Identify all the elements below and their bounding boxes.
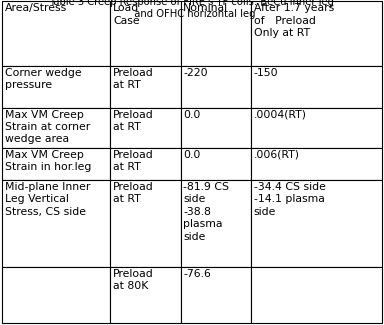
Text: -150: -150 [253,68,278,78]
Text: 0.0: 0.0 [183,110,201,120]
Text: -220: -220 [183,68,208,78]
Bar [251,66,382,108]
Text: -34.4 CS side
-14.1 plasma
side: -34.4 CS side -14.1 plasma side [253,182,326,217]
Bar [110,1,180,66]
Text: Corner wedge
pressure: Corner wedge pressure [5,68,81,90]
Text: Preload
at RT: Preload at RT [113,68,154,90]
Bar [251,108,382,148]
Text: Max VM Creep
Strain in hor.leg: Max VM Creep Strain in hor.leg [5,150,91,172]
Text: Preload
at RT: Preload at RT [113,182,154,204]
Bar [251,267,382,323]
Bar [110,66,180,108]
Text: Preload
at RT: Preload at RT [113,110,154,132]
Bar [2,148,110,180]
Bar [2,267,110,323]
Text: Area/Stress: Area/Stress [5,3,67,13]
Text: Mid-plane Inner
Leg Vertical
Stress, CS side: Mid-plane Inner Leg Vertical Stress, CS … [5,182,90,217]
Bar [110,108,180,148]
Text: 0.0: 0.0 [183,150,201,160]
Text: -81.9 CS
side
-38.8
plasma
side: -81.9 CS side -38.8 plasma side [183,182,229,241]
Text: Max VM Creep
Strain at corner
wedge area: Max VM Creep Strain at corner wedge area [5,110,90,144]
Bar [110,267,180,323]
Bar [180,180,251,267]
Text: .006(RT): .006(RT) [253,150,300,160]
Bar [110,180,180,267]
Bar [251,1,382,66]
Bar [2,1,110,66]
Bar [180,108,251,148]
Bar [180,66,251,108]
Bar [2,66,110,108]
Bar [2,180,110,267]
Bar [180,267,251,323]
Text: .0004(RT): .0004(RT) [253,110,306,120]
Bar [110,148,180,180]
Text: After 1.7 years
of   Preload
Only at RT: After 1.7 years of Preload Only at RT [253,3,334,38]
Bar [180,148,251,180]
Bar [2,108,110,148]
Text: Preload
at 80K: Preload at 80K [113,269,154,291]
Text: Load
Case: Load Case [113,3,139,26]
Text: Nominal: Nominal [183,3,228,13]
Text: Table 3 Creep Response of FIRE’s TF coils. BeCu inner leg
  and OFHC horizontal : Table 3 Creep Response of FIRE’s TF coil… [50,0,334,19]
Text: Preload
at RT: Preload at RT [113,150,154,172]
Bar [251,148,382,180]
Bar [251,180,382,267]
Text: -76.6: -76.6 [183,269,211,279]
Bar [180,1,251,66]
